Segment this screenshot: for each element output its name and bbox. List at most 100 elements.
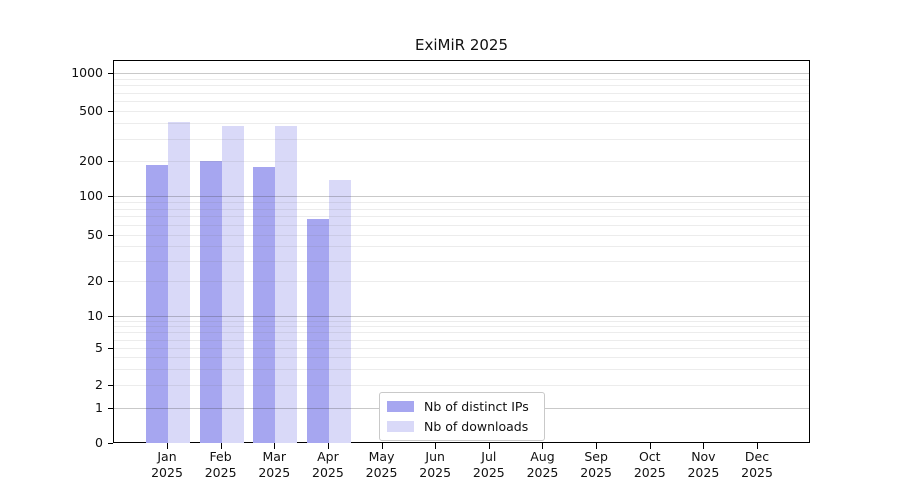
y-tick-mark-2 bbox=[108, 385, 113, 386]
gridline-600 bbox=[114, 101, 809, 102]
x-tick-mark-jan bbox=[167, 443, 168, 449]
x-tick-month: May bbox=[368, 449, 395, 464]
legend-item-downloads: Nb of downloads bbox=[387, 419, 535, 434]
gridline-100 bbox=[114, 196, 809, 197]
x-tick-label-mar: Mar 2025 bbox=[242, 449, 306, 480]
x-tick-mark-apr bbox=[327, 443, 329, 449]
gridline-800 bbox=[114, 85, 809, 87]
gridline-700 bbox=[114, 92, 809, 94]
x-tick-mark-may bbox=[381, 443, 383, 449]
gridline-900 bbox=[114, 78, 809, 80]
x-tick-year: 2025 bbox=[687, 464, 720, 480]
y-tick-mark-0 bbox=[108, 443, 113, 444]
gridline-40 bbox=[114, 246, 809, 248]
bar-ips-feb bbox=[199, 160, 222, 443]
x-tick-month: Apr bbox=[317, 449, 339, 464]
gridline-1000 bbox=[114, 73, 809, 74]
gridline-60 bbox=[114, 224, 809, 226]
x-tick-label-feb: Feb 2025 bbox=[189, 449, 253, 480]
y-tick-mark-500 bbox=[108, 111, 113, 112]
x-tick-mark-aug bbox=[542, 443, 544, 449]
chart-title: ExiMiR 2025 bbox=[415, 36, 508, 54]
bar-downloads-mar bbox=[275, 126, 298, 443]
bar-downloads-jan bbox=[168, 121, 190, 443]
bar-ips-mar bbox=[253, 167, 276, 443]
x-tick-mark-sep bbox=[596, 443, 598, 449]
x-tick-year: 2025 bbox=[580, 464, 613, 480]
y-tick-mark-100 bbox=[108, 196, 113, 197]
x-tick-month: Aug bbox=[530, 449, 555, 464]
x-tick-month: Jun bbox=[425, 449, 445, 464]
y-tick-mark-10 bbox=[108, 316, 113, 317]
x-tick-label-dec: Dec 2025 bbox=[725, 449, 789, 480]
x-tick-month: Feb bbox=[209, 449, 232, 464]
y-tick-label-0: 0 bbox=[95, 435, 103, 450]
y-tick-label-500: 500 bbox=[79, 103, 103, 118]
gridline-80 bbox=[114, 208, 809, 210]
gridline-50 bbox=[114, 235, 809, 236]
x-tick-month: Jul bbox=[481, 449, 497, 464]
gridline-400 bbox=[114, 123, 809, 125]
gridline-4 bbox=[114, 357, 809, 358]
x-tick-month: Sep bbox=[584, 449, 608, 464]
y-tick-mark-50 bbox=[108, 235, 113, 236]
gridline-9 bbox=[114, 320, 809, 322]
x-tick-month: Jan bbox=[157, 449, 177, 464]
x-tick-label-jan: Jan 2025 bbox=[135, 449, 199, 480]
y-tick-label-10: 10 bbox=[87, 308, 103, 323]
plot-area: Nb of distinct IPs Nb of downloads bbox=[113, 60, 810, 443]
gridline-200 bbox=[114, 161, 809, 162]
gridlines-layer bbox=[114, 61, 809, 442]
x-tick-mark-nov bbox=[703, 443, 705, 449]
bar-downloads-apr bbox=[328, 180, 351, 443]
gridline-30 bbox=[114, 260, 809, 262]
x-tick-mark-feb bbox=[220, 443, 222, 449]
x-tick-month: Mar bbox=[262, 449, 287, 464]
gridline-90 bbox=[114, 201, 809, 203]
y-tick-mark-20 bbox=[108, 281, 113, 282]
legend-label-ips: Nb of distinct IPs bbox=[424, 399, 529, 414]
x-tick-year: 2025 bbox=[419, 464, 452, 480]
x-tick-year: 2025 bbox=[258, 464, 291, 480]
x-tick-year: 2025 bbox=[204, 464, 237, 480]
y-tick-label-2: 2 bbox=[95, 377, 103, 392]
x-tick-mark-jul bbox=[488, 443, 490, 449]
gridline-2 bbox=[114, 385, 809, 386]
bar-ips-jan bbox=[146, 164, 168, 443]
x-tick-label-nov: Nov 2025 bbox=[671, 449, 735, 480]
bars-layer bbox=[114, 61, 809, 443]
y-tick-label-100: 100 bbox=[79, 188, 103, 203]
gridline-300 bbox=[114, 138, 809, 140]
bar-ips-apr bbox=[306, 218, 329, 443]
y-tick-label-50: 50 bbox=[87, 227, 103, 242]
x-tick-label-jul: Jul 2025 bbox=[457, 449, 521, 480]
x-tick-month: Nov bbox=[691, 449, 716, 464]
legend-swatch-ips bbox=[387, 401, 414, 412]
y-tick-mark-5 bbox=[108, 348, 113, 349]
gridline-70 bbox=[114, 216, 809, 218]
x-tick-month: Oct bbox=[638, 449, 661, 464]
bar-downloads-feb bbox=[221, 126, 244, 443]
y-tick-mark-1 bbox=[108, 408, 113, 409]
x-tick-year: 2025 bbox=[365, 464, 398, 480]
gridline-6 bbox=[114, 339, 809, 341]
gridline-10 bbox=[114, 316, 809, 317]
gridline-5 bbox=[114, 348, 809, 349]
x-tick-year: 2025 bbox=[633, 464, 666, 480]
x-tick-label-oct: Oct 2025 bbox=[618, 449, 682, 480]
x-tick-month: Dec bbox=[744, 449, 770, 464]
y-tick-mark-1000 bbox=[108, 73, 113, 74]
gridline-20 bbox=[114, 281, 809, 282]
x-tick-mark-oct bbox=[649, 443, 651, 449]
gridline-3 bbox=[114, 368, 809, 370]
x-tick-label-aug: Aug 2025 bbox=[510, 449, 574, 480]
x-tick-year: 2025 bbox=[312, 464, 344, 480]
y-tick-label-1000: 1000 bbox=[71, 65, 103, 80]
x-tick-year: 2025 bbox=[526, 464, 559, 480]
gridline-500 bbox=[114, 111, 809, 112]
x-tick-mark-mar bbox=[274, 443, 276, 449]
y-tick-label-1: 1 bbox=[95, 400, 103, 415]
legend-label-downloads: Nb of downloads bbox=[424, 419, 529, 434]
legend-swatch-downloads bbox=[387, 421, 414, 432]
